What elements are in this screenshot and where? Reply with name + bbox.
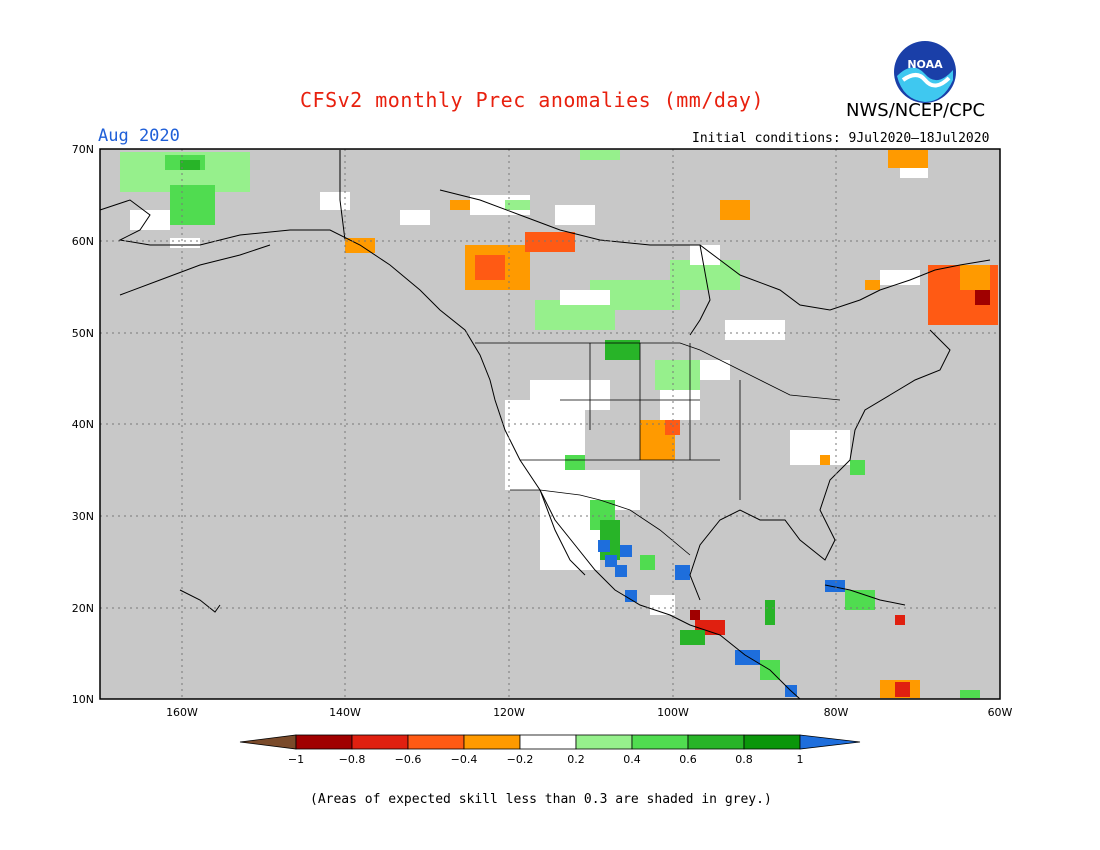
lat-label: 10N bbox=[72, 693, 94, 706]
legend-swatch bbox=[295, 734, 353, 750]
legend-swatch bbox=[463, 734, 521, 750]
initial-conditions: Initial conditions: 9Jul2020–18Jul2020 bbox=[692, 131, 990, 146]
legend-tick-label: −0.2 bbox=[507, 753, 534, 766]
legend-swatch bbox=[631, 734, 689, 750]
lat-label: 70N bbox=[72, 143, 94, 156]
longitude-labels: 160W 140W 120W 100W 80W 60W bbox=[166, 706, 1012, 719]
lat-label: 20N bbox=[72, 602, 94, 615]
footnote: (Areas of expected skill less than 0.3 a… bbox=[310, 792, 772, 807]
legend-swatch bbox=[351, 734, 409, 750]
lat-label: 60N bbox=[72, 235, 94, 248]
legend-swatch bbox=[407, 734, 465, 750]
legend-swatch bbox=[743, 734, 801, 750]
map-title: CFSv2 monthly Prec anomalies (mm/day) bbox=[300, 88, 765, 112]
anomaly-cells bbox=[120, 150, 998, 698]
legend-tick-label: −1 bbox=[288, 753, 304, 766]
lon-label: 120W bbox=[493, 706, 525, 719]
lat-label: 30N bbox=[72, 510, 94, 523]
legend-tick-label: 0.4 bbox=[623, 753, 641, 766]
legend-tick-label: 0.2 bbox=[567, 753, 585, 766]
lon-label: 160W bbox=[166, 706, 198, 719]
forecast-month: Aug 2020 bbox=[98, 126, 180, 146]
lon-label: 80W bbox=[824, 706, 849, 719]
lon-label: 60W bbox=[988, 706, 1013, 719]
lat-label: 50N bbox=[72, 327, 94, 340]
legend-tick-label: −0.8 bbox=[339, 753, 366, 766]
legend-swatch bbox=[575, 734, 633, 750]
lat-label: 40N bbox=[72, 418, 94, 431]
coastlines bbox=[99, 150, 991, 700]
legend-tick-label: −0.4 bbox=[451, 753, 478, 766]
latitude-labels: 70N 60N 50N 40N 30N 20N 10N bbox=[72, 143, 94, 706]
gridlines bbox=[100, 149, 1000, 699]
legend-tick-label: 0.6 bbox=[679, 753, 697, 766]
noaa-logo: NOAA bbox=[894, 41, 956, 103]
legend-tick-label: 0.8 bbox=[735, 753, 753, 766]
lon-label: 140W bbox=[329, 706, 361, 719]
agency-label: NWS/NCEP/CPC bbox=[846, 100, 986, 121]
political-borders bbox=[475, 342, 841, 556]
noaa-logo-text: NOAA bbox=[907, 58, 943, 71]
legend-swatch bbox=[687, 734, 745, 750]
map-frame bbox=[99, 148, 1001, 700]
legend-swatch bbox=[519, 734, 577, 750]
legend-tick-label: 1 bbox=[797, 753, 804, 766]
legend-min-arrow bbox=[239, 734, 297, 750]
legend-max-arrow bbox=[799, 734, 861, 750]
lon-label: 100W bbox=[657, 706, 689, 719]
color-legend: −1 −0.8 −0.6 −0.4 −0.2 0.2 0.4 0.6 0.8 1 bbox=[239, 734, 861, 766]
legend-tick-label: −0.6 bbox=[395, 753, 422, 766]
